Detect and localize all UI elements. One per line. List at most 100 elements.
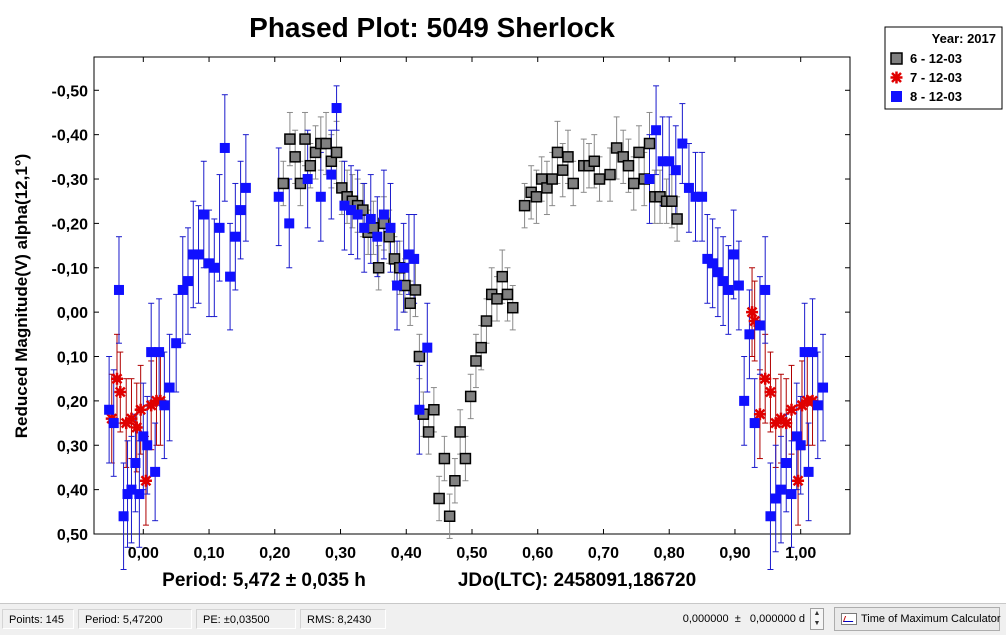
y-tick-label: 0,20 [57,394,88,411]
data-point [104,404,115,415]
x-tick-label: 0,40 [391,545,422,562]
x-tick-label: 0,80 [654,545,685,562]
data-point [339,200,350,211]
data-point [108,418,119,429]
data-point [746,306,759,319]
data-point [785,403,798,416]
data-point [219,142,230,153]
time-of-maximum-calculator-button[interactable]: Time of Maximum Calculator [834,607,1001,631]
data-point [145,399,158,412]
data-point [643,137,656,150]
data-point [326,169,337,180]
data-point [209,262,220,273]
data-point [806,394,819,407]
chart-icon [841,613,857,625]
x-tick-label: 1,00 [785,545,816,562]
data-point [438,452,451,465]
data-point [139,474,152,487]
data-point [567,177,579,190]
x-tick-label: 0,70 [588,545,619,562]
data-point [775,484,786,495]
data-point [657,156,668,167]
markers-blue-square [104,103,829,522]
data-point [671,213,683,225]
status-bar: Points: 145 Period: 5,47200 PE: ±0,03500… [0,603,1006,635]
toe-spinner[interactable]: ▲ ▼ [810,608,824,630]
pe-status: PE: ±0,03500 [196,609,296,629]
data-point [365,213,376,224]
data-point [728,249,739,260]
data-point [677,138,688,149]
data-point [739,395,750,406]
x-tick-label: 0,60 [522,545,553,562]
y-tick-label: -0,30 [52,172,89,189]
data-point [422,342,433,353]
time-of-maximum-value[interactable]: 0,000000 ± 0,000000 d [682,613,805,625]
x-tick-label: 0,00 [128,545,159,562]
data-point [414,404,425,415]
data-point [454,426,466,438]
data-point [518,199,531,212]
y-tick-label: 0,40 [57,483,88,500]
data-point [791,431,802,442]
data-point [359,222,370,233]
data-point [130,458,141,469]
legend-entry-label: 8 - 12-03 [910,89,962,104]
legend-entry-label: 7 - 12-03 [910,70,962,85]
data-point [530,191,543,203]
data-point [183,276,194,287]
data-point [753,408,766,421]
data-point [113,284,124,295]
spin-down-icon[interactable]: ▼ [813,620,821,627]
data-point [193,249,204,260]
data-point [491,293,503,305]
data-point [807,347,818,358]
data-point [289,151,301,163]
legend: Year: 2017 6 - 12-03 7 - 12-03 8 - 12-03 [884,26,1003,110]
data-point [398,262,409,273]
data-point [177,284,188,295]
rms-status: RMS: 8,2430 [300,609,386,629]
y-tick-label: 0,50 [57,527,88,544]
data-point [754,320,765,331]
y-tick-label: -0,40 [52,128,89,145]
spin-up-icon[interactable]: ▲ [813,610,821,617]
data-point [770,493,781,504]
chart-title: Phased Plot: 5049 Sherlock [249,12,615,43]
data-point [378,209,389,220]
data-point [299,133,311,145]
data-point [372,231,383,242]
data-point [346,205,357,216]
y-tick-label: -0,50 [52,83,89,100]
data-point [760,284,771,295]
data-point [464,390,477,403]
data-point [501,288,514,301]
data-point [120,417,133,430]
markers-gray-square [277,133,683,523]
data-point [546,173,558,185]
data-point [786,489,797,500]
x-tick-label: 0,90 [719,545,750,562]
data-point [433,492,445,505]
data-point [664,156,675,167]
y-tick-label: -0,10 [52,261,89,278]
data-point [670,165,681,176]
data-point [666,195,678,207]
y-tick-label: 0,00 [57,305,88,322]
data-point [795,440,806,451]
data-point [154,347,165,358]
data-point [723,284,734,295]
data-point [627,177,640,190]
data-point [781,458,792,469]
y-axis-label: Reduced Magnitude(V) alpha(12,1°) [12,154,31,439]
x-tick-label: 0,30 [325,545,356,562]
data-point [284,133,296,145]
data-point [588,155,601,168]
data-point [480,315,493,327]
x-tick-label: 0,10 [193,545,224,562]
data-point [240,182,251,193]
data-point [765,511,776,522]
y-tick-label: 0,10 [57,350,88,367]
points-count: Points: 145 [2,609,74,629]
data-point [556,164,569,176]
